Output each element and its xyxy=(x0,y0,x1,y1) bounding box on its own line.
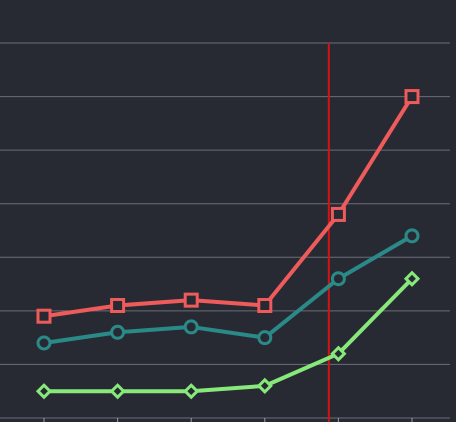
data-point xyxy=(330,345,347,362)
data-point xyxy=(183,292,199,308)
data-point xyxy=(257,330,273,346)
data-point xyxy=(35,383,53,400)
series-line xyxy=(42,233,414,345)
gridlines xyxy=(0,42,450,419)
data-point xyxy=(110,298,126,313)
data-point xyxy=(183,383,200,400)
data-point xyxy=(256,377,273,394)
data-point xyxy=(403,270,421,287)
series-circle xyxy=(36,228,420,351)
data-point xyxy=(330,271,346,287)
data-point xyxy=(330,206,346,222)
series-diamond xyxy=(35,270,421,400)
series-square xyxy=(36,89,420,324)
series-group xyxy=(35,89,421,400)
data-point xyxy=(257,298,273,313)
x-axis-ticks xyxy=(43,418,413,422)
series-line xyxy=(42,276,414,394)
data-point xyxy=(110,324,126,340)
data-point xyxy=(183,319,199,335)
series-line xyxy=(42,94,414,319)
data-point xyxy=(404,89,420,105)
data-point xyxy=(36,335,52,351)
data-point xyxy=(404,228,420,244)
data-point xyxy=(109,383,126,400)
data-point xyxy=(36,308,52,324)
